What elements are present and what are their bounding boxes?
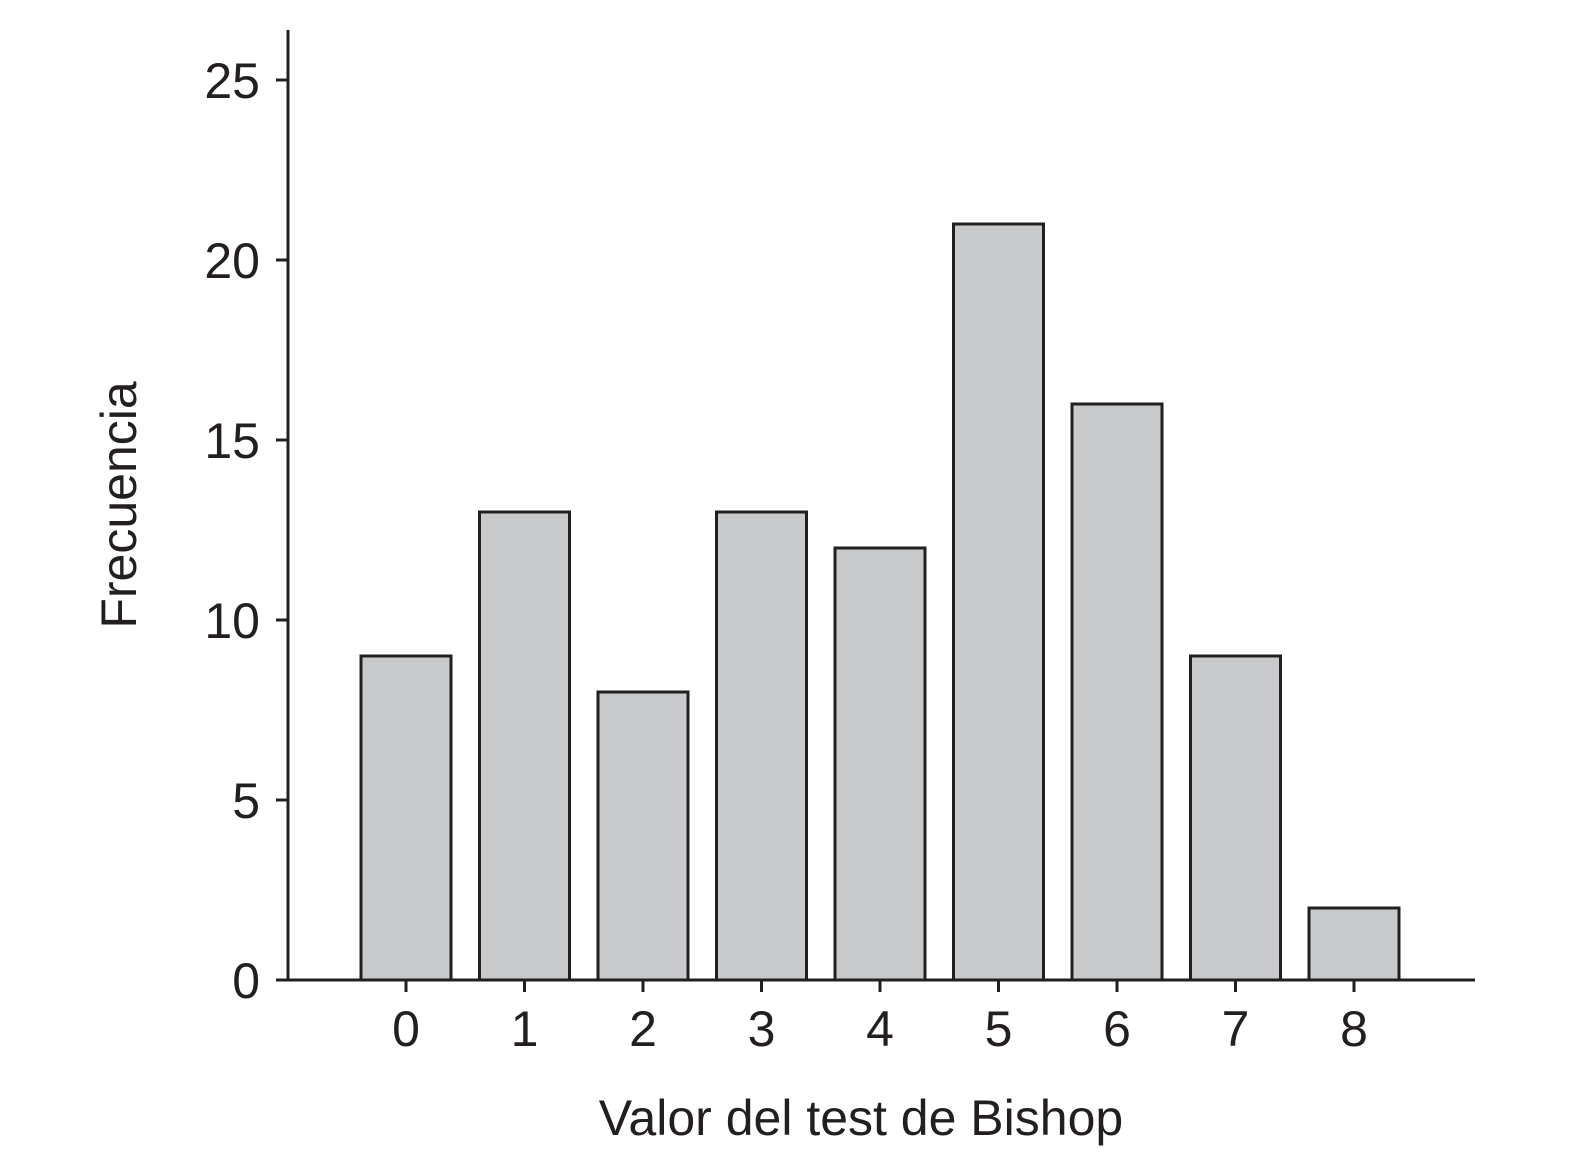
x-tick-label-5: 5 bbox=[985, 1001, 1013, 1057]
y-tick-label-20: 20 bbox=[204, 233, 260, 289]
x-tick-label-2: 2 bbox=[629, 1001, 657, 1057]
bar-4 bbox=[833, 546, 927, 982]
y-ticks-group: 0 5 10 15 20 25 bbox=[204, 53, 288, 1009]
x-tick-label-7: 7 bbox=[1222, 1001, 1250, 1057]
x-tick-label-1: 1 bbox=[511, 1001, 539, 1057]
bar-3 bbox=[715, 510, 808, 982]
x-tick-label-4: 4 bbox=[866, 1001, 894, 1057]
bar-7 bbox=[1189, 654, 1282, 982]
bar-5 bbox=[952, 222, 1045, 982]
bars-group bbox=[359, 222, 1401, 982]
y-tick-label-0: 0 bbox=[232, 953, 260, 1009]
y-tick-label-10: 10 bbox=[204, 593, 260, 649]
x-tick-label-3: 3 bbox=[748, 1001, 776, 1057]
x-tick-label-8: 8 bbox=[1340, 1001, 1368, 1057]
x-tick-label-6: 6 bbox=[1103, 1001, 1131, 1057]
bar-6 bbox=[1070, 402, 1164, 982]
bar-2 bbox=[596, 690, 690, 982]
bar-1 bbox=[478, 510, 571, 982]
bar-8 bbox=[1307, 906, 1401, 982]
y-axis-title: Frecuencia bbox=[91, 381, 147, 629]
x-axis-title: Valor del test de Bishop bbox=[599, 1090, 1123, 1146]
y-tick-label-5: 5 bbox=[232, 773, 260, 829]
x-tick-label-0: 0 bbox=[392, 1001, 420, 1057]
y-tick-label-25: 25 bbox=[204, 53, 260, 109]
y-tick-label-15: 15 bbox=[204, 413, 260, 469]
bar-0 bbox=[359, 654, 453, 982]
x-ticks-group: 0 1 2 3 4 5 6 7 8 bbox=[392, 980, 1368, 1057]
